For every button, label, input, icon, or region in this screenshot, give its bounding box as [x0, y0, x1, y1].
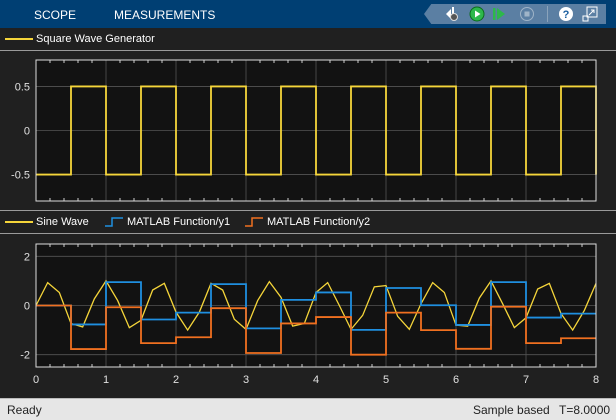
- undock-icon[interactable]: [582, 6, 598, 22]
- run-icon[interactable]: [469, 6, 485, 22]
- status-mode: Sample based: [473, 403, 550, 417]
- legend-item[interactable]: Sine Wave: [5, 216, 89, 228]
- x-tick-label: 0: [33, 374, 39, 386]
- legend-step-swatch: [105, 217, 123, 227]
- y-tick-label: 0: [24, 301, 30, 313]
- legend-bottom: Sine Wave MATLAB Function/y1 MATLAB Func…: [0, 211, 616, 233]
- y-tick-label: 0: [24, 126, 30, 138]
- stop-icon[interactable]: [519, 6, 535, 22]
- divider: [0, 210, 616, 211]
- toolstrip: SCOPE MEASUREMENTS ?: [0, 0, 616, 28]
- x-tick-label: 8: [593, 374, 599, 386]
- x-tick-label: 4: [313, 374, 319, 386]
- legend-line-swatch: [5, 221, 33, 223]
- plot-square-wave[interactable]: 0.5 0 -0.5: [0, 51, 616, 209]
- plot-bottom[interactable]: 20-20 1 2 3 4 5 6 7 8: [0, 234, 616, 398]
- toolbar-divider: [547, 6, 548, 22]
- legend-item[interactable]: MATLAB Function/y2: [244, 216, 370, 228]
- status-time: T=8.0000: [559, 403, 611, 417]
- legend-label: MATLAB Function/y1: [127, 216, 231, 228]
- x-tick-label: 6: [453, 374, 459, 386]
- legend-top: Square Wave Generator: [0, 28, 616, 50]
- svg-text:?: ?: [563, 9, 570, 21]
- tab-measurements[interactable]: MEASUREMENTS: [114, 8, 216, 22]
- status-ready: Ready: [7, 403, 42, 417]
- axes-frame: [35, 59, 597, 202]
- divider: [0, 50, 616, 51]
- x-tick-label: 3: [243, 374, 249, 386]
- help-icon[interactable]: ?: [558, 6, 574, 22]
- series-square-wave-generator: [36, 85, 597, 176]
- legend-line-swatch: [5, 38, 33, 40]
- step-forward-icon[interactable]: [491, 6, 507, 22]
- legend-label: Sine Wave: [36, 216, 89, 228]
- x-tick-label: 2: [173, 374, 179, 386]
- y-tick-label: 2: [24, 251, 30, 263]
- x-tick-label: 7: [523, 374, 529, 386]
- y-tick-label: -2: [20, 350, 30, 362]
- legend-label: MATLAB Function/y2: [267, 216, 371, 228]
- x-tick-label: 5: [383, 374, 389, 386]
- legend-label: Square Wave Generator: [36, 33, 155, 45]
- axes-frame: [35, 243, 597, 368]
- y-tick-label: -0.5: [11, 170, 30, 182]
- legend-item[interactable]: MATLAB Function/y1: [104, 216, 230, 228]
- legend-step-swatch: [245, 217, 263, 227]
- status-bar: Ready Sample based T=8.0000: [0, 398, 616, 420]
- series-matlab-function-y2: [36, 304, 596, 356]
- quick-access-toolbar: ?: [424, 4, 606, 24]
- divider: [0, 233, 616, 234]
- legend-item[interactable]: Square Wave Generator: [5, 33, 155, 45]
- x-tick-label: 1: [103, 374, 109, 386]
- series-matlab-function-y1: [36, 281, 596, 331]
- settings-back-icon[interactable]: [444, 6, 460, 22]
- tab-scope[interactable]: SCOPE: [34, 8, 77, 22]
- y-tick-label: 0.5: [15, 81, 30, 93]
